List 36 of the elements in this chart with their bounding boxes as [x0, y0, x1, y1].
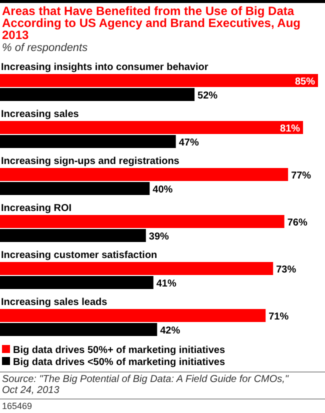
data-label: 81% — [280, 124, 300, 134]
y-tick-label: Increasing sales — [1, 109, 80, 120]
bar — [0, 323, 158, 336]
bar — [0, 168, 288, 181]
y-tick-label: Increasing sales leads — [1, 297, 108, 308]
chart-title: Areas that Have Benefited from the Use of Big Data According to US Agency and Brand Executives, Aug 2013 — [2, 4, 300, 42]
bar — [0, 262, 274, 275]
bar — [0, 182, 150, 195]
bar — [0, 135, 176, 148]
data-label: 73% — [276, 264, 296, 276]
bar — [0, 276, 154, 289]
text: 165469 — [2, 401, 32, 411]
bar — [0, 74, 318, 87]
y-tick-label: Increasing sign-ups and registrations — [1, 156, 180, 167]
bar — [0, 309, 266, 322]
data-label: 52% — [198, 90, 218, 102]
data-label: 41% — [156, 278, 177, 290]
bar — [0, 121, 304, 134]
y-tick-label: Increasing customer satisfaction — [1, 250, 158, 261]
data-label: 39% — [148, 232, 170, 242]
data-label: 40% — [152, 184, 173, 196]
data-label: 47% — [178, 138, 199, 148]
bar — [0, 88, 195, 101]
y-tick-label: Increasing ROI — [1, 203, 72, 214]
data-label: 76% — [287, 218, 308, 228]
bar — [0, 229, 146, 242]
chart-subtitle: % of respondents — [2, 42, 88, 54]
data-label: 42% — [160, 326, 180, 336]
data-label: 85% — [294, 76, 316, 88]
source-note: Source: "The Big Potential of Big Data: A Field Guide for CMOs," Oct 24, 2013 — [2, 374, 289, 396]
legend-label: Big data drives <50% of marketing initiatives — [13, 357, 226, 368]
y-tick-label: Increasing insights into consumer behavior — [1, 62, 208, 73]
bar — [0, 215, 284, 228]
legend-label: Big data drives 50%+ of marketing initiatives — [13, 345, 226, 356]
data-label: 71% — [268, 312, 289, 322]
data-label: 77% — [291, 170, 312, 182]
